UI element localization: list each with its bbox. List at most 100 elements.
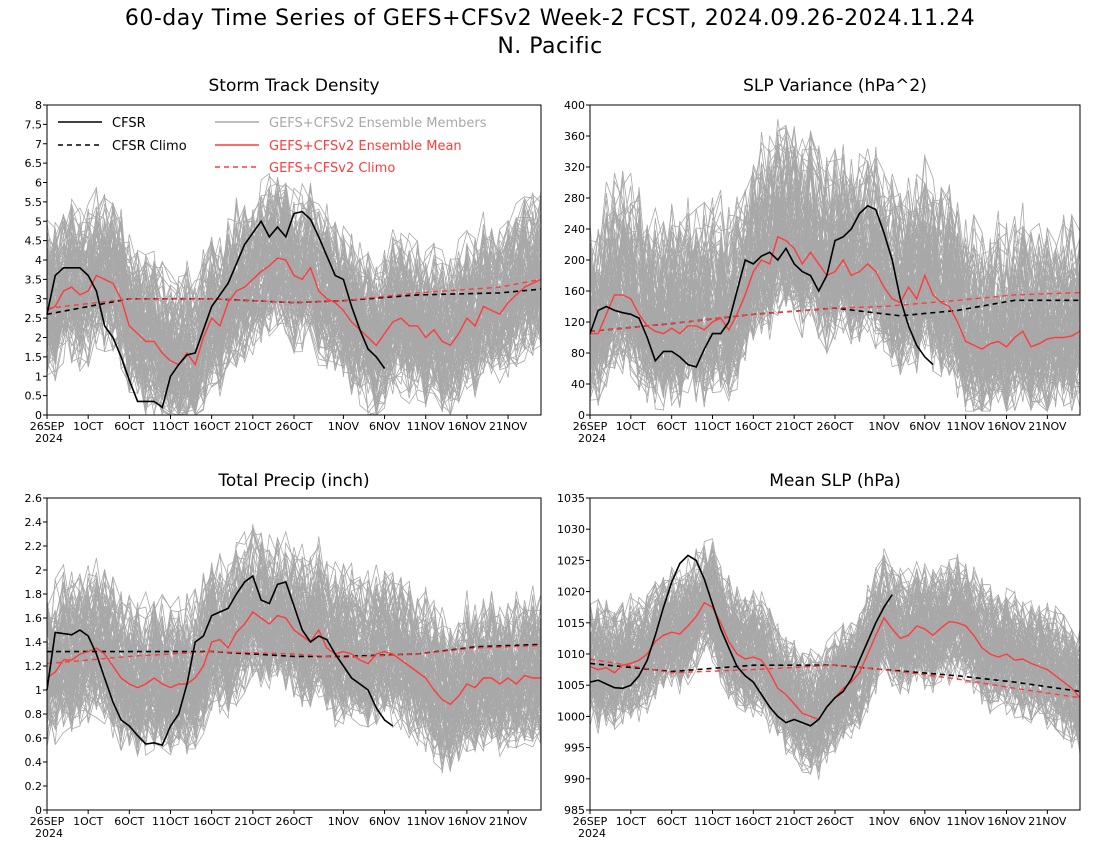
ensemble-member-line — [47, 187, 541, 353]
ensemble-member-line — [47, 598, 541, 732]
y-tick-label-p3: 1010 — [557, 648, 585, 661]
x-tick-label-p2: 16OCT — [193, 815, 230, 828]
x-tick-label-p2: 16NOV — [448, 815, 487, 828]
legend-gefs-climo-label: GEFS+CFSv2 Climo — [269, 161, 395, 176]
y-tick-label-p3: 1005 — [557, 679, 585, 692]
y-tick-label-p2: 1.2 — [25, 660, 43, 673]
ensemble-member-line — [590, 557, 1080, 720]
ensemble-member-line — [47, 575, 541, 699]
x-tick-label-p3: 26SEP — [573, 815, 608, 828]
ensemble-member-line — [47, 188, 541, 345]
ensemble-member-line — [590, 133, 1080, 336]
ensemble-member-line — [47, 613, 541, 770]
x-tick-label-p0: 6OCT — [114, 420, 144, 433]
ensemble-member-line — [590, 136, 1080, 340]
ensemble-member-line — [47, 545, 541, 691]
cfsr-climo-line-p1 — [589, 299, 1080, 333]
ensemble-member-line — [590, 552, 1080, 718]
ensemble-member-line — [47, 605, 541, 754]
ensemble-member-line — [590, 149, 1080, 364]
legend-cfsr-label: CFSR — [112, 116, 146, 131]
x-tick-label-p0: 16NOV — [448, 420, 487, 433]
ensemble-member-line — [590, 201, 1080, 387]
x-tick-label-p0: 21NOV — [489, 420, 528, 433]
ensemble-member-line — [590, 600, 1080, 739]
x-tick-label-p2: 1OCT — [73, 815, 103, 828]
y-tick-label-p3: 995 — [564, 742, 585, 755]
ensemble-members-p3 — [590, 538, 1080, 780]
y-tick-label-p2: 1.4 — [25, 636, 43, 649]
panel-title-slp-variance: SLP Variance (hPa^2) — [743, 76, 927, 96]
x-tick-label-p2: 6NOV — [369, 815, 401, 828]
ensemble-member-line — [590, 568, 1080, 728]
ensemble-member-line — [47, 573, 541, 715]
panel-title-mean-slp: Mean SLP (hPa) — [769, 471, 901, 491]
ensemble-member-line — [47, 183, 541, 361]
x-tick-label-p1: 26SEP — [573, 420, 608, 433]
y-tick-label-p3: 1035 — [557, 492, 585, 505]
x-tick-label-p1: 26OCT — [816, 420, 853, 433]
x-tick-label-p3: 21NOV — [1028, 815, 1067, 828]
x-tick-label-p3: 21OCT — [776, 815, 813, 828]
ensemble-members-p0 — [47, 172, 541, 415]
ensemble-member-line — [47, 218, 541, 397]
x-tick-label-p0: 26SEP — [30, 420, 65, 433]
x-tick-label-p1: 6NOV — [909, 420, 941, 433]
gefs-climo-line-p1 — [589, 291, 1081, 332]
ensemble-member-line — [47, 605, 541, 760]
y-tick-label-p2: 1.8 — [25, 588, 43, 601]
x-tick-label-p2: 11NOV — [407, 815, 446, 828]
ensemble-member-line — [47, 267, 541, 396]
y-tick-label-p2: 0.2 — [25, 780, 43, 793]
y-tick-label-p1: 240 — [564, 223, 585, 236]
x-tick-label-p3: 6NOV — [909, 815, 941, 828]
x-tick-label-p0: 1NOV — [328, 420, 360, 433]
ensemble-member-line — [47, 618, 541, 736]
x-tick-label-p1: 16NOV — [987, 420, 1026, 433]
x-tick-label-p0: 11NOV — [407, 420, 446, 433]
ensemble-member-line — [47, 250, 541, 415]
x-tick-label-p3: 1OCT — [616, 815, 646, 828]
ens-mean-line-p2 — [46, 611, 541, 706]
x-year-label-p3: 2024 — [578, 827, 606, 840]
ensemble-members-p1 — [590, 119, 1080, 413]
ensemble-member-line — [47, 593, 541, 743]
ensemble-member-line — [47, 172, 541, 367]
ensemble-member-line — [590, 234, 1080, 393]
y-tick-label-p2: 0.4 — [25, 756, 43, 769]
y-tick-label-p0: 6 — [35, 177, 42, 190]
x-tick-label-p2: 21NOV — [489, 815, 528, 828]
y-tick-label-p1: 280 — [564, 192, 585, 205]
ensemble-member-line — [47, 194, 541, 346]
ensemble-member-line — [47, 604, 541, 759]
x-tick-label-p3: 11OCT — [694, 815, 731, 828]
x-tick-label-p1: 1OCT — [616, 420, 646, 433]
y-tick-label-p0: 0.5 — [25, 390, 43, 403]
ensemble-member-line — [590, 253, 1080, 413]
x-tick-label-p1: 21NOV — [1028, 420, 1067, 433]
x-tick-label-p2: 11OCT — [152, 815, 189, 828]
gefs-climo-line-p2 — [46, 644, 542, 665]
x-tick-label-p0: 21OCT — [234, 420, 271, 433]
y-tick-label-p0: 2 — [35, 332, 42, 345]
gefs-climo-line-p3 — [589, 658, 1081, 699]
y-tick-label-p3: 1015 — [557, 617, 585, 630]
y-tick-label-p2: 1 — [35, 684, 42, 697]
x-tick-label-p2: 21OCT — [234, 815, 271, 828]
ensemble-member-line — [47, 258, 541, 415]
y-tick-label-p3: 1025 — [557, 554, 585, 567]
ensemble-member-line — [590, 230, 1080, 404]
ens-mean-line-p0 — [46, 257, 542, 367]
ensemble-member-line — [590, 197, 1080, 376]
figure-subtitle: N. Pacific — [497, 34, 603, 59]
x-tick-label-p3: 6OCT — [657, 815, 687, 828]
y-tick-label-p0: 4.5 — [25, 235, 43, 248]
cfsr-line-p1 — [589, 204, 934, 368]
x-year-label-p1: 2024 — [578, 432, 606, 445]
y-tick-label-p1: 0 — [578, 409, 585, 422]
gefs-climo-line-p0 — [46, 278, 542, 310]
y-tick-label-p2: 1.6 — [25, 612, 43, 625]
y-tick-label-p0: 7.5 — [25, 118, 43, 131]
x-tick-label-p2: 1NOV — [328, 815, 360, 828]
legend-members-label: GEFS+CFSv2 Ensemble Members — [269, 116, 487, 131]
